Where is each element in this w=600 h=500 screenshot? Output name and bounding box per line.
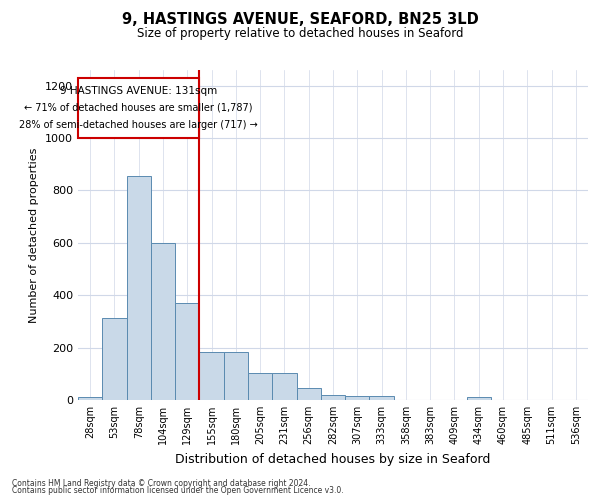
Bar [102, 318, 127, 400]
Bar [78, 398, 102, 400]
Bar [151, 243, 175, 400]
Bar [296, 388, 321, 400]
Text: Contains public sector information licensed under the Open Government Licence v3: Contains public sector information licen… [12, 486, 344, 495]
Bar [175, 303, 199, 400]
Bar [321, 395, 345, 400]
Bar [467, 398, 491, 400]
Bar [345, 396, 370, 400]
Text: 9 HASTINGS AVENUE: 131sqm: 9 HASTINGS AVENUE: 131sqm [60, 86, 217, 96]
Text: Contains HM Land Registry data © Crown copyright and database right 2024.: Contains HM Land Registry data © Crown c… [12, 478, 311, 488]
Text: Size of property relative to detached houses in Seaford: Size of property relative to detached ho… [137, 28, 463, 40]
Bar [370, 396, 394, 400]
Y-axis label: Number of detached properties: Number of detached properties [29, 148, 40, 322]
X-axis label: Distribution of detached houses by size in Seaford: Distribution of detached houses by size … [175, 452, 491, 466]
Bar [272, 372, 296, 400]
Text: ← 71% of detached houses are smaller (1,787): ← 71% of detached houses are smaller (1,… [25, 103, 253, 113]
Text: 28% of semi-detached houses are larger (717) →: 28% of semi-detached houses are larger (… [19, 120, 258, 130]
Text: 9, HASTINGS AVENUE, SEAFORD, BN25 3LD: 9, HASTINGS AVENUE, SEAFORD, BN25 3LD [122, 12, 478, 28]
Bar [78, 78, 199, 138]
Bar [127, 176, 151, 400]
Bar [224, 352, 248, 400]
Bar [248, 372, 272, 400]
Bar [199, 352, 224, 400]
